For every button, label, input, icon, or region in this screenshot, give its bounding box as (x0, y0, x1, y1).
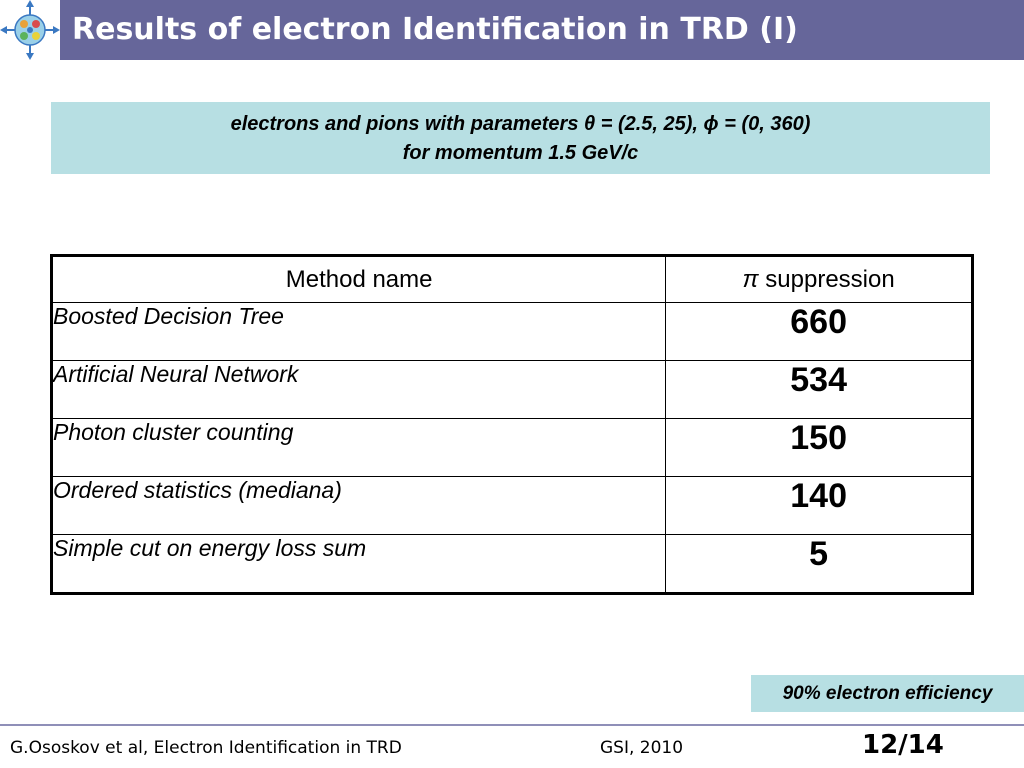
method-name-cell: Boosted Decision Tree (50, 302, 667, 361)
pi-symbol: π (742, 265, 759, 293)
pion-suppression-header: π suppression (665, 255, 973, 303)
table-row: Artificial Neural Network 534 (50, 360, 973, 419)
parameters-box: electrons and pions with parameters θ = … (51, 102, 990, 174)
table-header-row: Method name π suppression (50, 255, 973, 303)
method-name-header: Method name (50, 255, 667, 303)
parameters-line: electrons and pions with parameters θ = … (230, 113, 811, 135)
method-name-cell: Photon cluster counting (50, 418, 667, 477)
suppression-label: suppression (758, 265, 895, 293)
slide-title: Results of electron Identification in TR… (72, 12, 798, 47)
table-row: Photon cluster counting 150 (50, 418, 973, 477)
institute-logo-icon (0, 0, 60, 60)
footer-venue: GSI, 2010 (600, 738, 684, 758)
method-name-cell: Ordered statistics (mediana) (50, 476, 667, 535)
footer-author: G.Ososkov et al, Electron Identification… (10, 738, 402, 758)
page-number: 12/14 (862, 730, 944, 760)
title-bar: Results of electron Identification in TR… (60, 0, 1024, 60)
suppression-value-cell: 5 (665, 534, 973, 594)
table-row: Ordered statistics (mediana) 140 (50, 476, 973, 535)
results-table: Method name π suppression Boosted Decisi… (50, 254, 974, 595)
suppression-value-cell: 150 (665, 418, 973, 477)
slide-footer: G.Ososkov et al, Electron Identification… (0, 724, 1024, 768)
suppression-value-cell: 660 (665, 302, 973, 361)
efficiency-note: 90% electron efficiency (751, 675, 1024, 712)
table-row: Boosted Decision Tree 660 (50, 302, 973, 361)
momentum-line: for momentum 1.5 GeV/c (402, 142, 639, 164)
method-name-cell: Simple cut on energy loss sum (50, 534, 667, 594)
table-row: Simple cut on energy loss sum 5 (50, 534, 973, 594)
suppression-value-cell: 140 (665, 476, 973, 535)
method-name-cell: Artificial Neural Network (50, 360, 667, 419)
suppression-value-cell: 534 (665, 360, 973, 419)
